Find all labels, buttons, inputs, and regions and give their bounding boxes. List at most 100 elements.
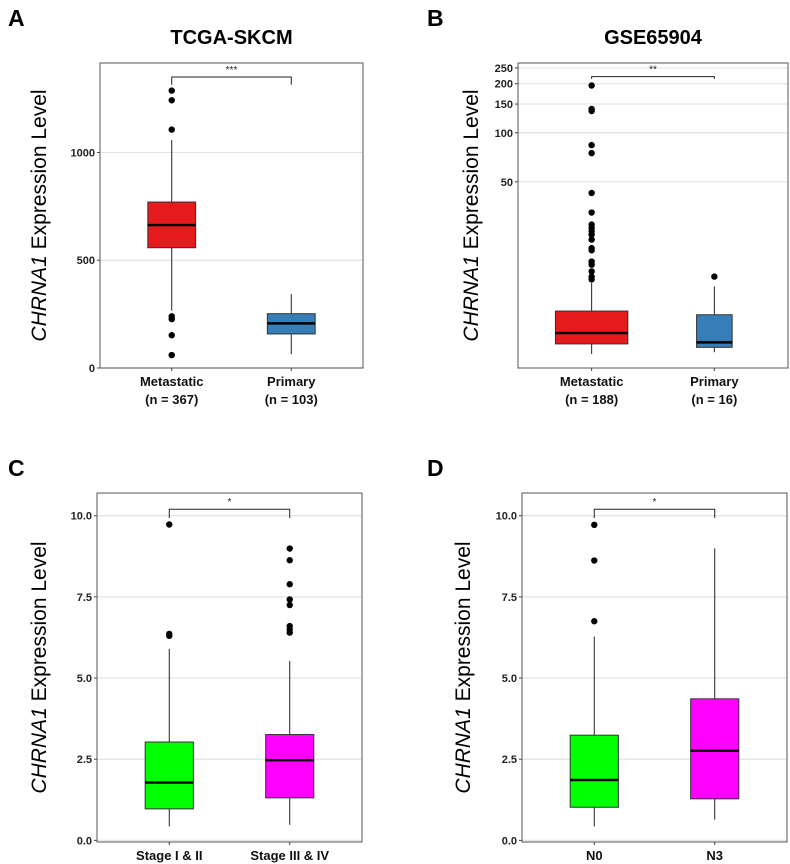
panel-a: A TCGA-SKCM 0 500 1000 CHRNA1 Expression Leve… <box>8 5 364 407</box>
box-1 <box>147 87 197 359</box>
significance-bracket <box>171 76 292 85</box>
chart-title: GSE65904 <box>604 27 703 49</box>
y-tick-label: 7.5 <box>502 592 517 604</box>
y-tick-label: 0.0 <box>77 835 92 847</box>
outlier-point <box>588 107 595 115</box>
iqr-box <box>690 698 740 800</box>
panel-letter: D <box>427 455 444 481</box>
panel-letter: B <box>427 5 444 31</box>
outlier-point <box>588 82 595 89</box>
significance-label: ** <box>649 65 657 76</box>
y-tick-label: 10.0 <box>71 511 92 523</box>
panel-letter: A <box>8 5 25 31</box>
panel-border <box>99 62 364 369</box>
panel-border <box>517 62 789 369</box>
x-tick-label: Stage III & IV <box>250 848 329 863</box>
x-tick-label: Stage I & II <box>136 848 202 863</box>
gene-name: CHRNA1 <box>460 255 483 341</box>
y-tick-label: 0 <box>89 363 95 375</box>
y-tick-label: 500 <box>77 255 95 267</box>
x-tick-n-label: (n = 103) <box>265 392 318 407</box>
outlier-point <box>168 351 175 359</box>
y-tick-label: 7.5 <box>77 592 92 604</box>
outlier-point <box>588 261 595 268</box>
outlier-point <box>168 97 175 104</box>
outlier-point <box>588 149 595 157</box>
chart-title: TCGA-SKCM <box>170 27 292 49</box>
outlier-point <box>711 273 718 280</box>
outlier-point <box>588 209 595 216</box>
x-tick-n-label: (n = 188) <box>565 392 618 407</box>
outlier-point <box>588 236 595 243</box>
y-tick-label: 150 <box>495 99 513 111</box>
y-axis-title-rest: Expression Level <box>28 89 51 255</box>
x-tick-n-label: (n = 367) <box>145 392 198 407</box>
outlier-point <box>286 601 293 609</box>
iqr-box <box>144 741 194 810</box>
gene-name: CHRNA1 <box>28 255 51 341</box>
box-1 <box>569 521 619 827</box>
y-tick-label: 2.5 <box>502 754 517 766</box>
box-2 <box>696 273 733 353</box>
y-tick-label: 100 <box>495 128 513 140</box>
outlier-point <box>286 596 293 603</box>
box-2 <box>690 548 740 820</box>
y-tick-label: 1000 <box>71 147 95 159</box>
outlier-point <box>588 231 595 238</box>
iqr-box <box>569 734 619 808</box>
y-tick-label: 200 <box>495 79 513 91</box>
significance-bracket <box>168 508 291 518</box>
outlier-point <box>168 315 175 323</box>
outlier-point <box>591 521 598 529</box>
panel-d: D 0.0 2.5 5.0 7.5 10.0 CHRNA1 Expression Level… <box>427 455 788 863</box>
panel-border <box>96 492 363 843</box>
box-2 <box>266 294 316 355</box>
gene-name: CHRNA1 <box>28 707 51 793</box>
box-1 <box>144 521 194 827</box>
y-axis-title-rest: Expression Level <box>28 541 51 707</box>
outlier-point <box>591 618 598 625</box>
significance-label: * <box>653 497 657 508</box>
outlier-point <box>166 632 173 640</box>
outlier-point <box>166 521 173 528</box>
panel-letter: C <box>8 455 25 481</box>
iqr-box <box>554 310 629 345</box>
y-tick-label: 5.0 <box>77 673 92 685</box>
iqr-box <box>265 734 315 799</box>
box-2 <box>265 545 315 825</box>
x-tick-label: Metastatic <box>560 374 624 389</box>
x-tick-label: Primary <box>267 374 316 389</box>
x-tick-label: N3 <box>706 848 723 863</box>
y-tick-label: 50 <box>501 177 513 189</box>
outlier-point <box>286 581 293 588</box>
y-tick-label: 10.0 <box>496 511 517 523</box>
gene-name: CHRNA1 <box>452 707 475 793</box>
outlier-point <box>591 557 598 564</box>
significance-bracket <box>591 76 715 79</box>
y-tick-label: 5.0 <box>502 673 517 685</box>
significance-label: *** <box>226 65 238 76</box>
box-1 <box>554 82 629 354</box>
significance-label: * <box>228 497 232 508</box>
y-tick-label: 0.0 <box>502 835 517 847</box>
y-axis-title: CHRNA1 Expression Level <box>452 541 475 793</box>
outlier-point <box>588 247 595 254</box>
outlier-point <box>588 141 595 149</box>
outlier-point <box>588 276 595 283</box>
panel-c: C 0.0 2.5 5.0 7.5 10.0 CHRNA1 Expression Level… <box>8 455 363 863</box>
y-axis-title: CHRNA1 Expression Level <box>28 89 51 341</box>
y-tick-label: 2.5 <box>77 754 92 766</box>
outlier-point <box>168 126 175 133</box>
significance-bracket <box>593 508 716 518</box>
y-axis-title-rest: Expression Level <box>460 89 483 255</box>
outlier-point <box>286 557 293 564</box>
y-tick-label: 250 <box>495 63 513 75</box>
outlier-point <box>168 332 175 339</box>
outlier-point <box>286 629 293 636</box>
x-tick-label: N0 <box>586 848 603 863</box>
outlier-point <box>588 189 595 197</box>
outlier-point <box>168 87 175 94</box>
x-tick-label: Metastatic <box>140 374 204 389</box>
panel-b: B GSE65904 50 100 150 200 250 CHRNA1 Expression… <box>427 5 789 407</box>
